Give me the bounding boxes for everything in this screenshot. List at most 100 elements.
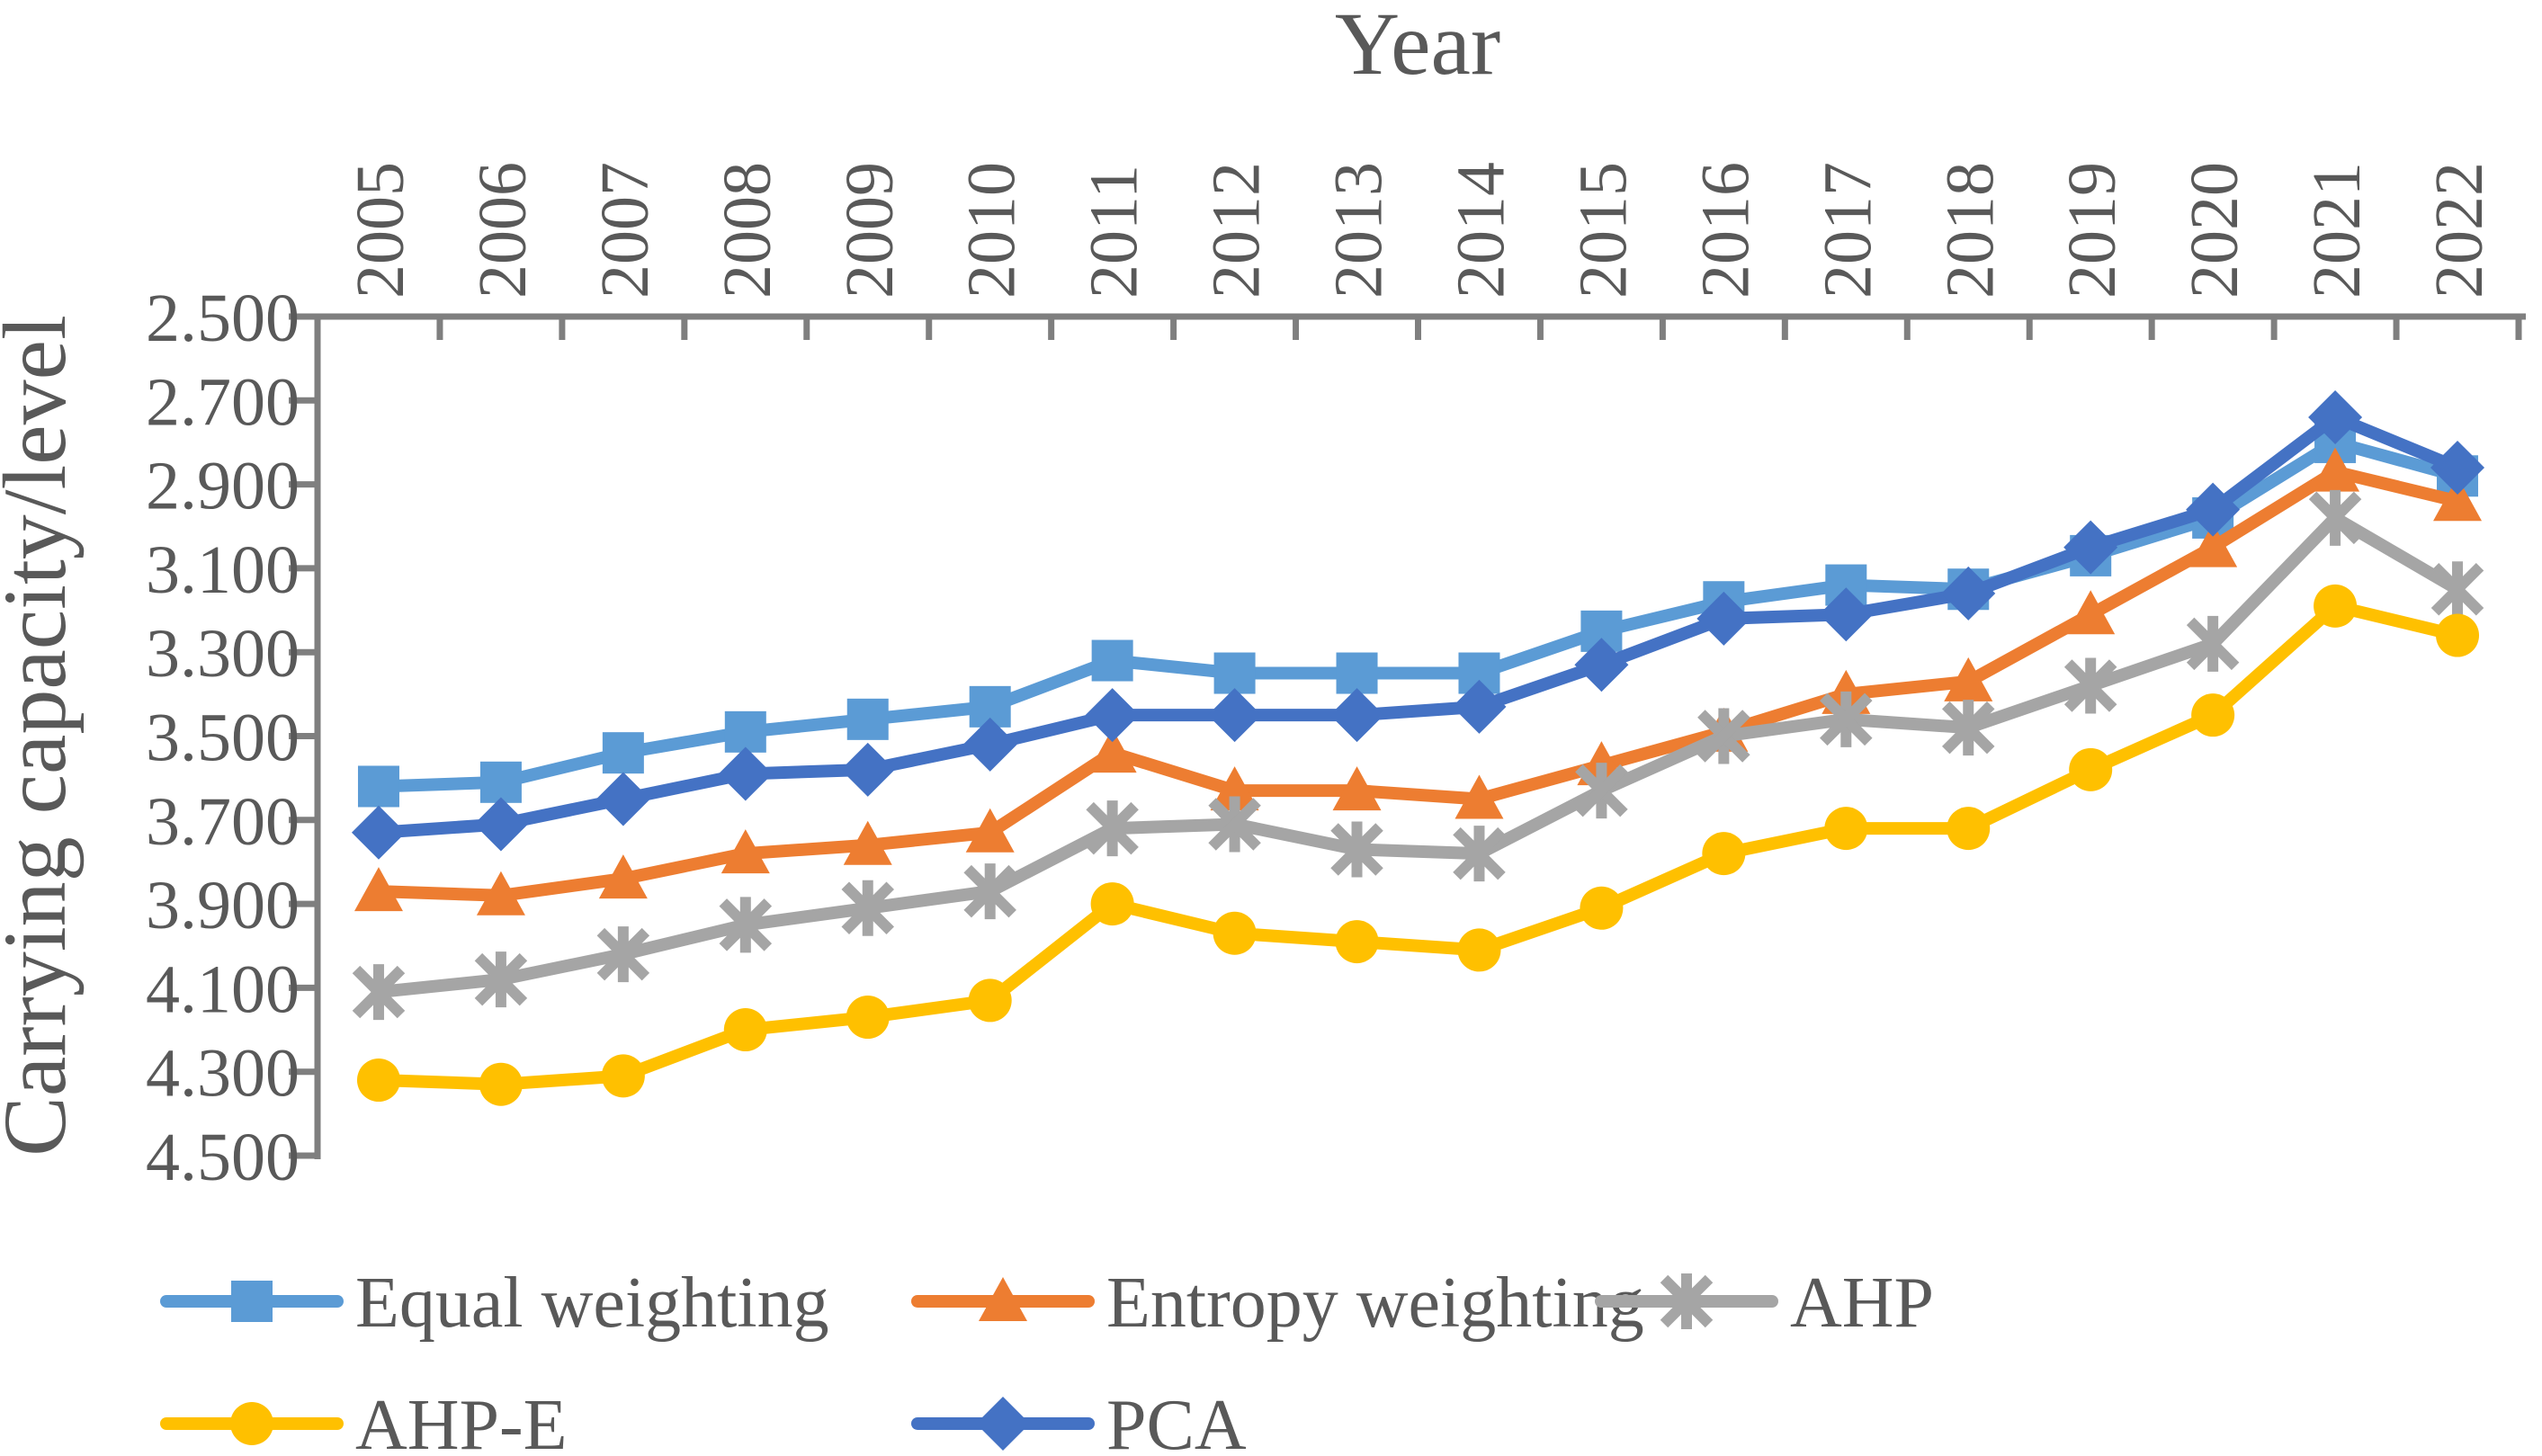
series-line <box>371 465 2465 902</box>
series-equal-weighting <box>357 421 2479 808</box>
data-point-marker-asterisk <box>1660 1273 1714 1329</box>
x-tick-label: 2012 <box>1199 162 1275 299</box>
data-point-marker-diamond <box>1941 566 1996 621</box>
y-tick-label: 3.700 <box>146 784 300 860</box>
data-point-marker-asterisk <box>2430 561 2484 618</box>
y-tick-label: 4.100 <box>146 951 300 1027</box>
data-point-marker-diamond <box>840 742 895 797</box>
data-point-marker-diamond <box>2186 482 2241 537</box>
data-point-marker-diamond <box>351 805 406 860</box>
data-point-marker-diamond <box>1085 688 1140 743</box>
data-point-marker-asterisk <box>1942 700 1995 756</box>
data-point-marker-square <box>602 732 644 774</box>
data-point-marker-diamond <box>976 1397 1030 1451</box>
data-point-marker-circle <box>723 1008 767 1052</box>
legend-label: Equal weighting <box>355 1264 829 1343</box>
series-line <box>371 511 2465 999</box>
y-tick-label: 2.900 <box>146 449 300 524</box>
legend-label: AHP-E <box>355 1386 568 1456</box>
data-point-marker-square <box>357 765 399 808</box>
series-line <box>371 410 2465 839</box>
x-tick-label: 2019 <box>2054 162 2130 299</box>
data-point-marker-circle <box>2069 747 2113 791</box>
x-tick-label: 2011 <box>1077 165 1152 299</box>
data-point-marker-circle <box>1824 807 1868 851</box>
data-point-marker-asterisk <box>1208 796 1261 853</box>
data-point-marker-asterisk <box>2063 657 2117 714</box>
data-point-marker-triangle <box>979 1277 1027 1321</box>
data-point-marker-asterisk <box>474 951 528 1008</box>
data-point-marker-asterisk <box>596 926 650 983</box>
x-tick-label: 2009 <box>832 162 908 299</box>
data-point-marker-asterisk <box>963 863 1016 920</box>
data-point-marker-diamond <box>1329 688 1384 743</box>
legend: Equal weighting Entropy weighting AHP AHP-E… <box>160 1264 1934 1456</box>
data-point-marker-diamond <box>1819 587 1874 642</box>
x-tick-label: 2022 <box>2421 162 2497 299</box>
legend-label: PCA <box>1106 1386 1247 1456</box>
data-point-marker-triangle <box>2066 590 2116 635</box>
y-tick-label: 3.900 <box>146 868 300 943</box>
data-point-marker-diamond <box>2308 389 2363 444</box>
data-point-marker-square <box>231 1281 273 1322</box>
data-point-marker-circle <box>1090 882 1134 926</box>
series-ahp <box>352 489 2484 1021</box>
legend-item-entropy-weighting: Entropy weighting <box>911 1264 1644 1343</box>
data-point-marker-square <box>846 698 889 740</box>
data-point-marker-circle <box>479 1062 523 1106</box>
data-point-marker-circle <box>968 978 1012 1023</box>
data-point-marker-circle <box>356 1059 400 1103</box>
y-tick-label: 4.300 <box>146 1036 300 1112</box>
data-point-marker-triangle <box>354 867 403 912</box>
data-point-marker-diamond <box>473 797 528 852</box>
x-tick-label: 2010 <box>954 162 1030 299</box>
data-point-marker-square <box>1213 652 1256 694</box>
data-point-marker-triangle <box>598 854 648 899</box>
x-tick-label: 2013 <box>1321 162 1397 299</box>
data-point-marker-circle <box>601 1054 645 1098</box>
y-tick-label: 3.500 <box>146 701 300 776</box>
data-point-marker-asterisk <box>1697 708 1750 764</box>
data-point-marker-triangle <box>1088 728 1137 773</box>
data-point-marker-circle <box>1335 920 1379 964</box>
data-point-marker-circle <box>1702 832 1746 876</box>
x-tick-label: 2014 <box>1443 162 1518 299</box>
legend-item-ahp: AHP <box>1595 1264 1934 1343</box>
data-point-marker-square <box>1336 652 1378 694</box>
data-point-marker-triangle <box>2188 523 2238 567</box>
data-point-marker-circle <box>846 996 890 1040</box>
x-tick-label: 2008 <box>710 162 785 299</box>
data-point-marker-circle <box>1213 911 1257 955</box>
data-point-marker-asterisk <box>2186 615 2240 672</box>
y-tick-label: 2.700 <box>146 364 300 440</box>
data-point-marker-diamond <box>718 746 773 801</box>
data-point-marker-asterisk <box>719 897 773 953</box>
series-line <box>371 599 2465 1091</box>
data-point-marker-circle <box>2436 613 2480 657</box>
data-point-marker-diamond <box>2063 520 2118 575</box>
data-point-marker-triangle <box>721 829 770 874</box>
data-point-marker-circle <box>1580 886 1624 930</box>
data-point-marker-square <box>1091 639 1133 682</box>
data-point-marker-circle <box>1947 807 1991 851</box>
y-axis-title: Carrying capacity/level <box>0 315 85 1157</box>
data-point-marker-square <box>724 710 766 753</box>
data-point-marker-circle <box>230 1402 273 1445</box>
x-axis-title: Year <box>1335 0 1500 94</box>
data-point-marker-asterisk <box>1820 691 1873 747</box>
legend-label: AHP <box>1790 1264 1934 1343</box>
x-tick-label: 2005 <box>343 162 418 299</box>
series-ahp-e <box>356 584 2480 1106</box>
data-point-marker-circle <box>2314 584 2358 628</box>
data-point-marker-circle <box>1457 928 1501 972</box>
data-point-marker-asterisk <box>1575 763 1628 819</box>
data-point-marker-triangle <box>1332 766 1382 811</box>
x-tick-label: 2007 <box>587 162 663 299</box>
y-axis-tick-labels: 2.500 2.700 2.900 3.100 3.300 3.500 3.700 3.900… <box>146 281 300 1195</box>
data-point-marker-triangle <box>965 808 1015 853</box>
y-tick-label: 3.100 <box>146 532 300 608</box>
data-point-marker-diamond <box>1696 591 1751 646</box>
legend-item-equal-weighting: Equal weighting <box>160 1264 829 1343</box>
